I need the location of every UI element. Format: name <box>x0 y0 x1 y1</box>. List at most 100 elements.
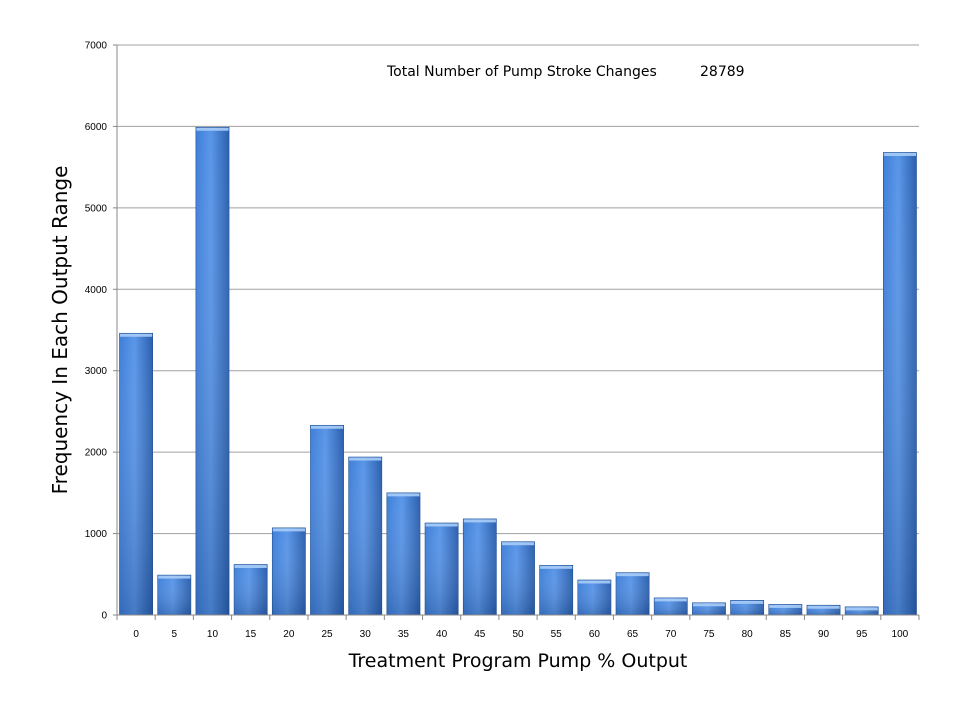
bar-shade <box>615 572 650 615</box>
bar <box>806 604 841 616</box>
bar-highlight <box>272 528 305 532</box>
bar-shade <box>119 333 153 615</box>
x-tick-label: 10 <box>207 629 219 640</box>
bar-shade <box>425 522 459 615</box>
bar <box>271 527 306 616</box>
bar <box>462 518 497 616</box>
gridlines <box>117 44 919 535</box>
bar-shade <box>806 605 841 615</box>
x-tick-label: 45 <box>474 629 486 640</box>
bar-shade <box>501 541 535 615</box>
x-tick-label: 5 <box>172 629 178 640</box>
bar-shade <box>386 492 421 615</box>
axes <box>116 45 919 616</box>
x-tick-label: 0 <box>133 629 139 640</box>
bar-shade <box>195 127 230 615</box>
bar-highlight <box>807 605 840 609</box>
x-tick-label: 85 <box>780 629 792 640</box>
bar <box>233 564 268 616</box>
annotation-label: Total Number of Pump Stroke Changes <box>386 64 657 80</box>
bar-shade <box>272 527 306 615</box>
bar <box>768 604 803 616</box>
bar <box>653 597 688 616</box>
x-tick-label: 70 <box>665 629 677 640</box>
bar-highlight <box>731 600 764 604</box>
x-tick-label: 20 <box>283 629 295 640</box>
bar <box>883 152 917 616</box>
bar-shade <box>768 604 802 615</box>
bar-highlight <box>692 603 726 607</box>
bars <box>119 126 917 616</box>
bar-highlight <box>234 565 267 569</box>
bar <box>348 456 383 616</box>
bar-highlight <box>463 519 496 523</box>
bar-shade <box>730 600 764 615</box>
x-axis-label: Treatment Program Pump % Output <box>348 650 688 672</box>
bar-highlight <box>158 575 191 579</box>
x-tick-label: 100 <box>892 629 909 640</box>
bar-shade <box>348 457 382 615</box>
bar-highlight <box>310 425 344 429</box>
bar-shade <box>577 579 611 615</box>
bar <box>195 126 230 616</box>
x-tick-label: 25 <box>321 629 333 640</box>
bar-highlight <box>501 542 535 546</box>
bar-highlight <box>845 607 878 611</box>
bar <box>577 579 612 616</box>
x-tick-label: 65 <box>627 629 639 640</box>
x-tick-label: 30 <box>360 629 372 640</box>
bar-shade <box>654 597 688 615</box>
x-tick-label: 80 <box>742 629 754 640</box>
bar-highlight <box>349 457 382 461</box>
bar-highlight <box>425 523 458 527</box>
bar-highlight <box>769 604 802 608</box>
y-tick-labels: 0 1000 2000 3000 4000 5000 6000 7000 <box>85 41 117 622</box>
bar-highlight <box>120 333 153 337</box>
bar-shade <box>463 518 497 615</box>
y-tick-label: 4000 <box>85 285 108 296</box>
x-tick-label: 60 <box>589 629 601 640</box>
bar-shade <box>539 565 573 615</box>
bar <box>615 572 650 616</box>
bar <box>157 574 192 616</box>
y-tick-label: 3000 <box>85 366 108 377</box>
bar-highlight <box>654 598 687 602</box>
bar-highlight <box>616 573 649 577</box>
y-tick-label: 1000 <box>85 529 108 540</box>
bar <box>119 332 153 616</box>
bar-shade <box>883 152 917 615</box>
bar-highlight <box>540 565 573 569</box>
x-tick-labels: 0 5 10 15 20 25 30 35 40 45 50 55 60 65 70 75 80 85 90 95 10… <box>116 615 920 640</box>
bar-shade <box>310 425 344 615</box>
bar-shade <box>845 606 879 615</box>
bar-highlight <box>883 152 916 156</box>
bar <box>386 492 421 616</box>
y-tick-label: 5000 <box>85 203 108 214</box>
bar-highlight <box>578 580 611 584</box>
bar <box>501 541 535 616</box>
y-tick-label: 6000 <box>85 122 108 133</box>
x-tick-label: 95 <box>856 629 868 640</box>
x-tick-label: 75 <box>703 629 715 640</box>
y-tick-label: 2000 <box>85 448 108 459</box>
bar <box>844 606 879 616</box>
bar <box>424 522 459 616</box>
y-tick-label: 7000 <box>85 41 108 52</box>
x-tick-label: 15 <box>245 629 257 640</box>
bar <box>310 424 344 616</box>
x-tick-label: 90 <box>818 629 830 640</box>
bar <box>730 600 765 616</box>
bar-highlight <box>387 493 420 497</box>
y-tick-label: 0 <box>101 611 107 622</box>
x-tick-label: 40 <box>436 629 448 640</box>
y-axis-label: Frequency In Each Output Range <box>48 166 72 495</box>
x-tick-label: 55 <box>551 629 563 640</box>
bar <box>539 565 574 616</box>
annotation-value: 28789 <box>700 64 745 80</box>
bar-shade <box>157 575 191 615</box>
x-tick-label: 35 <box>398 629 410 640</box>
bar-shade <box>234 564 268 615</box>
x-tick-label: 50 <box>512 629 524 640</box>
bar <box>692 602 726 616</box>
